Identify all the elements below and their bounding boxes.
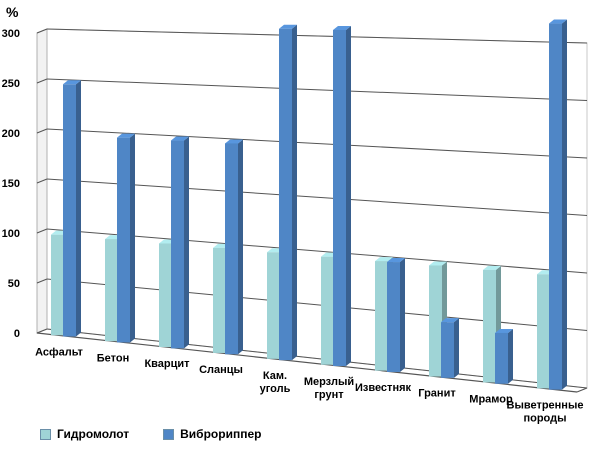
gridline <box>46 178 588 216</box>
category-label-layer: Асфальт Бетон Кварцит Сланцы Кам. уголь Мерзлы… <box>35 346 583 424</box>
bar <box>117 133 135 343</box>
gridline-side <box>36 78 48 84</box>
legend-item-hydrohammer: Гидромолот <box>40 427 129 441</box>
y-tick-label: 100 <box>2 228 20 240</box>
bar <box>225 139 243 355</box>
bar <box>171 136 189 349</box>
gridline-side <box>36 228 48 234</box>
y-tick-label: 200 <box>2 128 20 140</box>
gridline-side <box>36 178 48 184</box>
legend-label-hydrohammer: Гидромолот <box>57 427 130 441</box>
y-tick-label: 0 <box>14 328 20 340</box>
legend-swatch-hydrohammer <box>40 428 51 440</box>
legend-item-vibroripper: Виброриппер <box>163 427 261 441</box>
category-label: Кварцит <box>144 358 190 370</box>
category-label: Известняк <box>355 382 412 394</box>
y-tick-label: 150 <box>2 178 20 190</box>
legend-swatch-vibroripper <box>163 428 175 440</box>
gridline-side <box>36 28 48 34</box>
gridline-side <box>36 128 48 134</box>
gridline <box>46 78 588 101</box>
bar <box>279 24 297 361</box>
bar <box>441 318 459 378</box>
category-label: Асфальт <box>35 346 83 358</box>
bar <box>387 258 405 372</box>
category-label: Выветренные породы <box>507 400 584 425</box>
y-tick-layer: 0 50 100 150 200 250 300 <box>2 28 20 340</box>
category-label: Мрамор <box>469 394 513 406</box>
legend-label-vibroripper: Виброриппер <box>180 427 262 441</box>
category-label: Гранит <box>418 388 456 400</box>
bar <box>495 328 513 384</box>
y-tick-label: 50 <box>8 278 20 290</box>
bar <box>549 19 567 390</box>
y-tick-label: 250 <box>2 78 20 90</box>
gridline <box>46 28 588 44</box>
y-unit-label: % <box>6 4 19 20</box>
gridline-side <box>36 278 48 284</box>
gridline-side <box>36 328 48 334</box>
y-tick-label: 300 <box>2 28 20 40</box>
legend: Гидромолот Виброриппер <box>40 427 295 441</box>
category-label: Бетон <box>97 352 129 364</box>
gridline <box>46 228 588 274</box>
category-label: Сланцы <box>199 364 243 376</box>
bar-layer <box>51 19 567 390</box>
bar <box>63 80 81 337</box>
bar <box>333 26 351 367</box>
gridline <box>46 128 588 159</box>
category-label: Мерзлый грунт <box>304 376 354 401</box>
category-label: Кам. уголь <box>260 370 291 395</box>
floor-edge <box>576 387 588 393</box>
